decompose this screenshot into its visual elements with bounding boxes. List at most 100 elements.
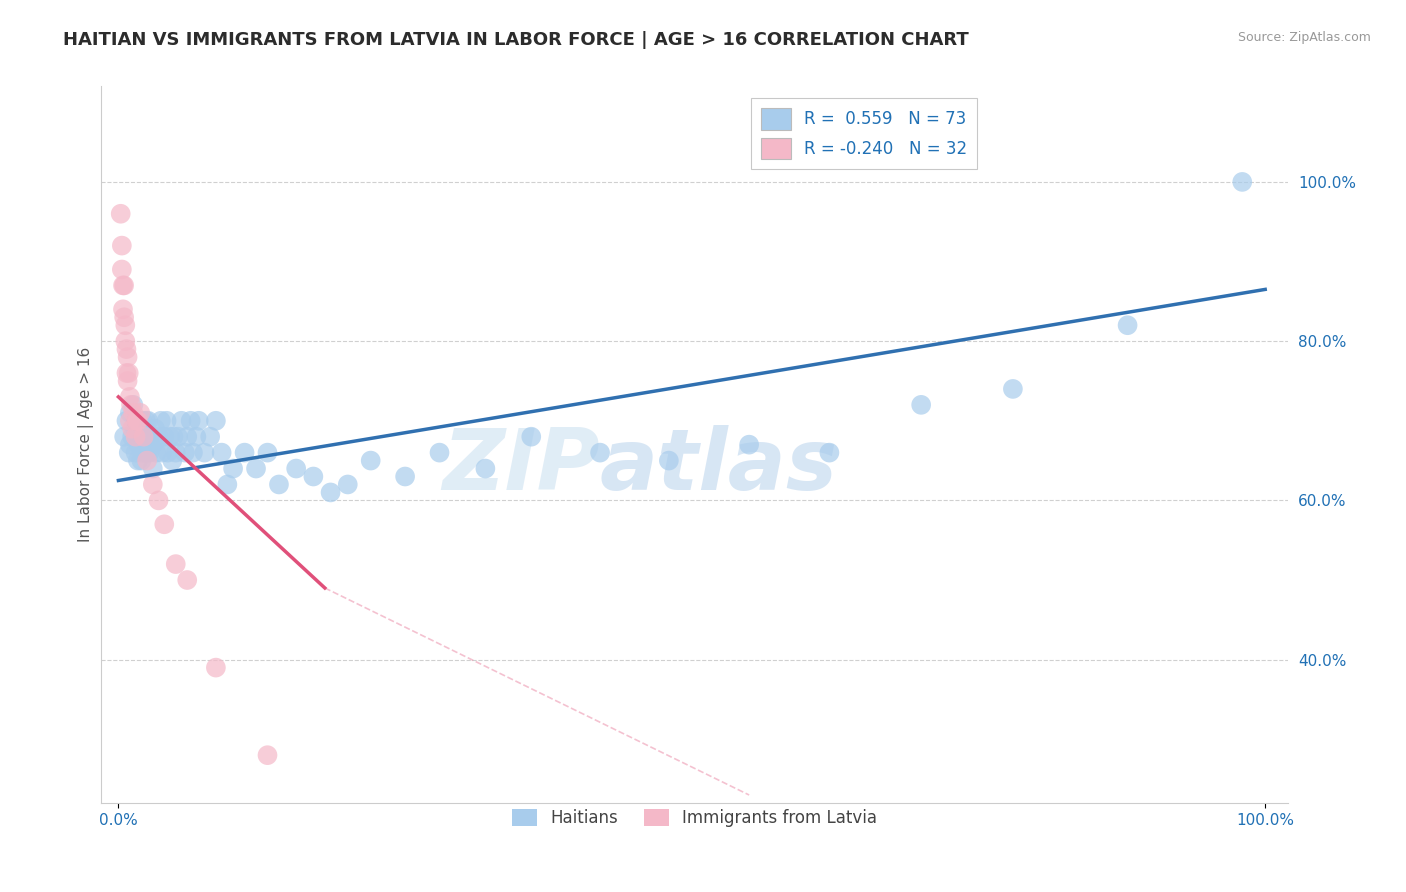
Point [142,461,165,475]
Point [174,445,197,459]
Point [121,430,143,444]
Point [129,406,152,420]
Point [658,453,681,467]
Point [125,414,148,428]
Point [122,406,145,420]
Point [118,437,141,451]
Text: ZIP: ZIP [441,425,600,508]
Point [474,461,496,475]
Point [121,422,143,436]
Point [125,414,148,428]
Point [170,414,193,428]
Point [110,207,132,221]
Point [128,437,150,451]
Point [115,342,138,356]
Point [132,445,155,459]
Point [117,350,139,364]
Point [135,414,157,428]
Point [319,485,342,500]
Point [211,445,233,459]
Point [156,445,179,459]
Point [180,414,202,428]
Point [118,445,141,459]
Point [198,430,221,444]
Point [127,453,149,467]
Point [176,430,198,444]
Point [112,278,135,293]
Point [153,517,176,532]
Text: atlas: atlas [600,425,838,508]
Point [138,445,160,459]
Point [155,414,177,428]
Point [124,430,146,444]
Point [136,453,159,467]
Point [136,430,159,444]
Point [162,453,184,467]
Point [136,414,159,428]
Point [165,557,187,571]
Point [176,573,198,587]
Point [429,445,451,459]
Point [111,302,134,317]
Point [165,445,187,459]
Point [139,437,162,451]
Point [217,477,239,491]
Point [193,445,215,459]
Point [302,469,325,483]
Point [162,430,184,444]
Point [127,414,149,428]
Point [233,445,256,459]
Point [1232,175,1254,189]
Point [118,414,141,428]
Point [910,398,932,412]
Point [131,453,153,467]
Point [124,422,146,436]
Point [112,310,135,325]
Point [131,414,153,428]
Point [150,445,173,459]
Point [124,445,146,459]
Y-axis label: In Labor Force | Age > 16: In Labor Force | Age > 16 [79,347,94,542]
Point [143,422,166,436]
Point [120,398,142,412]
Point [818,445,841,459]
Point [114,334,136,348]
Point [118,390,141,404]
Point [336,477,359,491]
Point [114,318,136,333]
Point [132,430,155,444]
Point [111,262,134,277]
Point [285,461,308,475]
Point [142,437,165,451]
Text: HAITIAN VS IMMIGRANTS FROM LATVIA IN LABOR FORCE | AGE > 16 CORRELATION CHART: HAITIAN VS IMMIGRANTS FROM LATVIA IN LAB… [63,31,969,49]
Point [181,445,204,459]
Point [589,445,612,459]
Point [129,422,152,436]
Point [118,366,141,380]
Point [115,414,138,428]
Point [187,414,209,428]
Point [111,278,134,293]
Point [245,461,267,475]
Point [222,461,245,475]
Point [136,445,159,459]
Point [267,477,290,491]
Point [256,748,278,763]
Point [149,414,172,428]
Point [148,493,170,508]
Point [115,366,138,380]
Point [117,374,139,388]
Point [256,445,278,459]
Legend: Haitians, Immigrants from Latvia: Haitians, Immigrants from Latvia [506,803,883,834]
Point [142,477,165,491]
Point [131,430,153,444]
Point [159,430,181,444]
Point [1001,382,1024,396]
Point [186,430,208,444]
Point [145,445,167,459]
Point [205,414,228,428]
Point [394,469,416,483]
Point [118,406,141,420]
Text: Source: ZipAtlas.com: Source: ZipAtlas.com [1237,31,1371,45]
Point [148,430,170,444]
